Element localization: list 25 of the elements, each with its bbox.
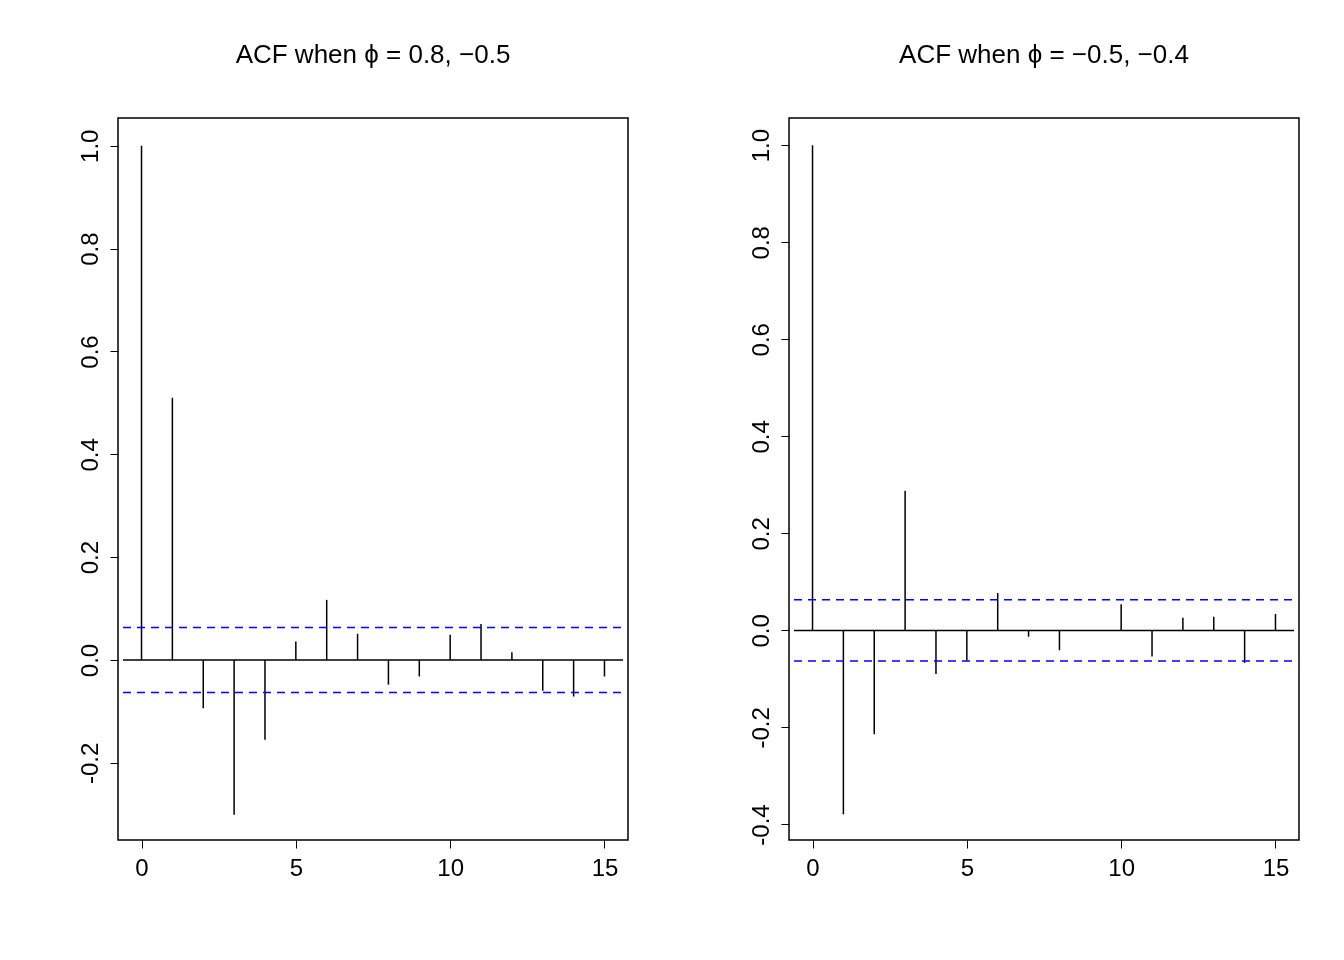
- y-tick-label: 0.0: [746, 614, 774, 648]
- y-tick-label: 0.2: [75, 540, 103, 575]
- y-tick-label: 0.0: [75, 643, 103, 678]
- y-tick-label: 0.8: [75, 232, 103, 266]
- y-tick-label: 0.4: [75, 438, 103, 472]
- chart-title: ACF when ϕ = 0.8, −0.5: [235, 39, 511, 69]
- chart-title: ACF when ϕ = −0.5, −0.4: [899, 39, 1189, 69]
- y-tick-label: -0.2: [75, 742, 103, 785]
- x-tick-label: 5: [960, 853, 975, 881]
- x-tick-label: 15: [1262, 853, 1290, 881]
- y-tick-label: -0.4: [746, 804, 774, 846]
- x-tick-label: 10: [1108, 853, 1136, 881]
- x-tick-label: 0: [806, 853, 820, 881]
- y-tick-label: 0.8: [746, 226, 774, 260]
- y-tick-label: 0.6: [746, 323, 774, 357]
- y-tick-label: 0.6: [75, 335, 103, 369]
- y-tick-label: 1.0: [746, 128, 774, 163]
- y-tick-label: -0.2: [746, 707, 774, 749]
- x-tick-label: 15: [591, 853, 619, 881]
- x-tick-label: 5: [289, 853, 304, 881]
- x-tick-label: 0: [135, 853, 149, 881]
- y-tick-label: 0.4: [746, 420, 774, 454]
- y-tick-label: 0.2: [746, 517, 774, 551]
- y-tick-label: 1.0: [75, 129, 103, 163]
- x-tick-label: 10: [437, 853, 465, 881]
